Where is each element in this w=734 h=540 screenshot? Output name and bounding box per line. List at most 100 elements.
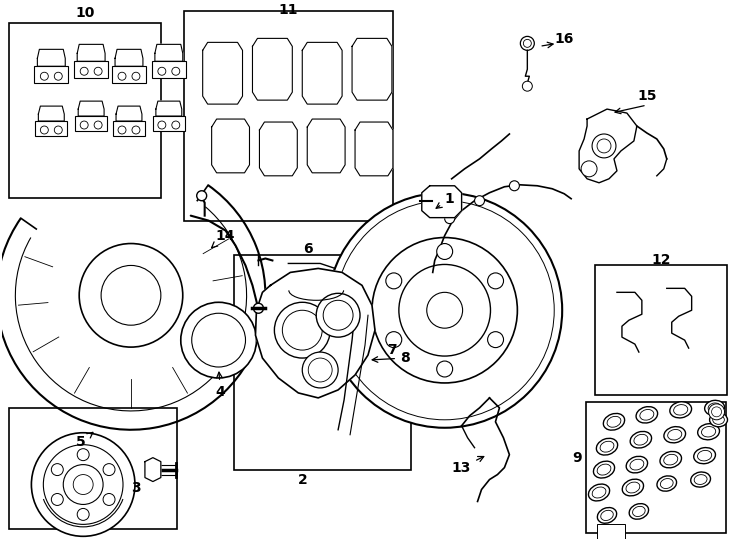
Ellipse shape xyxy=(670,402,691,418)
Bar xyxy=(595,266,727,395)
Text: 6: 6 xyxy=(303,241,313,255)
Circle shape xyxy=(437,361,453,377)
Circle shape xyxy=(327,193,562,428)
Ellipse shape xyxy=(664,454,677,465)
Text: 9: 9 xyxy=(573,451,582,464)
Ellipse shape xyxy=(593,461,614,478)
Circle shape xyxy=(63,464,103,504)
Ellipse shape xyxy=(592,487,606,498)
Circle shape xyxy=(323,300,353,330)
Circle shape xyxy=(103,494,115,505)
Polygon shape xyxy=(355,122,393,176)
Circle shape xyxy=(172,68,180,75)
Polygon shape xyxy=(211,119,250,173)
Circle shape xyxy=(118,72,126,80)
Circle shape xyxy=(77,449,89,461)
Circle shape xyxy=(51,464,63,476)
Circle shape xyxy=(101,266,161,325)
Polygon shape xyxy=(116,106,142,121)
Circle shape xyxy=(77,509,89,521)
Text: 13: 13 xyxy=(452,456,484,475)
Circle shape xyxy=(523,39,531,48)
Ellipse shape xyxy=(674,404,688,415)
Text: 11: 11 xyxy=(279,3,298,17)
Circle shape xyxy=(475,195,484,206)
Circle shape xyxy=(192,313,245,367)
Text: 8: 8 xyxy=(372,351,410,365)
Polygon shape xyxy=(203,42,242,104)
Bar xyxy=(152,61,186,78)
Text: 2: 2 xyxy=(297,472,307,487)
Circle shape xyxy=(80,68,88,75)
Ellipse shape xyxy=(626,456,647,473)
Circle shape xyxy=(523,81,532,91)
Circle shape xyxy=(94,121,102,129)
Bar xyxy=(597,524,625,540)
Bar xyxy=(112,66,146,83)
Circle shape xyxy=(158,68,166,75)
Ellipse shape xyxy=(597,464,611,475)
Text: 12: 12 xyxy=(651,253,671,267)
Circle shape xyxy=(308,358,333,382)
Ellipse shape xyxy=(626,482,640,493)
Ellipse shape xyxy=(702,427,716,437)
Circle shape xyxy=(103,464,115,476)
Circle shape xyxy=(32,433,135,536)
Ellipse shape xyxy=(600,441,614,452)
Polygon shape xyxy=(252,38,292,100)
Ellipse shape xyxy=(589,484,610,501)
Circle shape xyxy=(445,214,454,224)
Circle shape xyxy=(54,126,62,134)
Bar xyxy=(586,402,725,534)
Circle shape xyxy=(509,181,520,191)
Circle shape xyxy=(40,126,48,134)
Polygon shape xyxy=(422,186,462,218)
Circle shape xyxy=(708,404,724,420)
Circle shape xyxy=(54,72,62,80)
Circle shape xyxy=(79,244,183,347)
Ellipse shape xyxy=(633,507,645,516)
Ellipse shape xyxy=(664,427,686,443)
Ellipse shape xyxy=(708,403,721,413)
Polygon shape xyxy=(115,49,143,66)
Circle shape xyxy=(40,72,48,80)
Circle shape xyxy=(132,126,140,134)
Ellipse shape xyxy=(636,407,658,423)
Circle shape xyxy=(372,238,517,383)
Circle shape xyxy=(302,352,338,388)
Ellipse shape xyxy=(629,504,649,519)
Circle shape xyxy=(73,475,93,495)
Polygon shape xyxy=(302,42,342,104)
Circle shape xyxy=(51,494,63,505)
Text: 14: 14 xyxy=(211,228,236,248)
Text: 10: 10 xyxy=(76,6,95,21)
Circle shape xyxy=(487,332,504,348)
Text: 1: 1 xyxy=(436,192,454,208)
Text: 15: 15 xyxy=(637,89,657,103)
Polygon shape xyxy=(155,44,183,61)
Ellipse shape xyxy=(634,434,648,445)
Circle shape xyxy=(335,201,554,420)
Bar xyxy=(113,121,145,136)
Ellipse shape xyxy=(668,429,682,440)
Ellipse shape xyxy=(710,413,727,427)
Circle shape xyxy=(158,121,166,129)
Circle shape xyxy=(253,303,264,313)
Text: 4: 4 xyxy=(216,372,225,399)
Circle shape xyxy=(80,121,88,129)
Ellipse shape xyxy=(691,472,711,487)
Circle shape xyxy=(386,332,401,348)
Circle shape xyxy=(386,273,401,289)
Ellipse shape xyxy=(713,415,724,424)
Ellipse shape xyxy=(630,459,644,470)
Circle shape xyxy=(597,139,611,153)
Polygon shape xyxy=(38,106,65,121)
Ellipse shape xyxy=(697,450,712,461)
Bar xyxy=(75,116,107,131)
Circle shape xyxy=(118,126,126,134)
Ellipse shape xyxy=(660,451,682,468)
Circle shape xyxy=(197,191,207,201)
Bar xyxy=(35,121,68,136)
Ellipse shape xyxy=(597,508,617,523)
Bar xyxy=(153,116,185,131)
